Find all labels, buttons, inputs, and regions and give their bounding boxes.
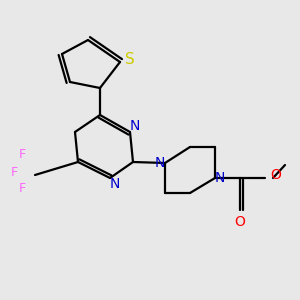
Text: F: F	[18, 148, 26, 161]
Text: S: S	[125, 52, 135, 68]
Text: F: F	[11, 166, 18, 178]
Text: N: N	[215, 171, 225, 185]
Text: N: N	[110, 177, 120, 191]
Text: O: O	[235, 215, 245, 229]
Text: N: N	[155, 156, 165, 170]
Text: F: F	[18, 182, 26, 194]
Text: N: N	[130, 119, 140, 133]
Text: O: O	[270, 168, 281, 182]
